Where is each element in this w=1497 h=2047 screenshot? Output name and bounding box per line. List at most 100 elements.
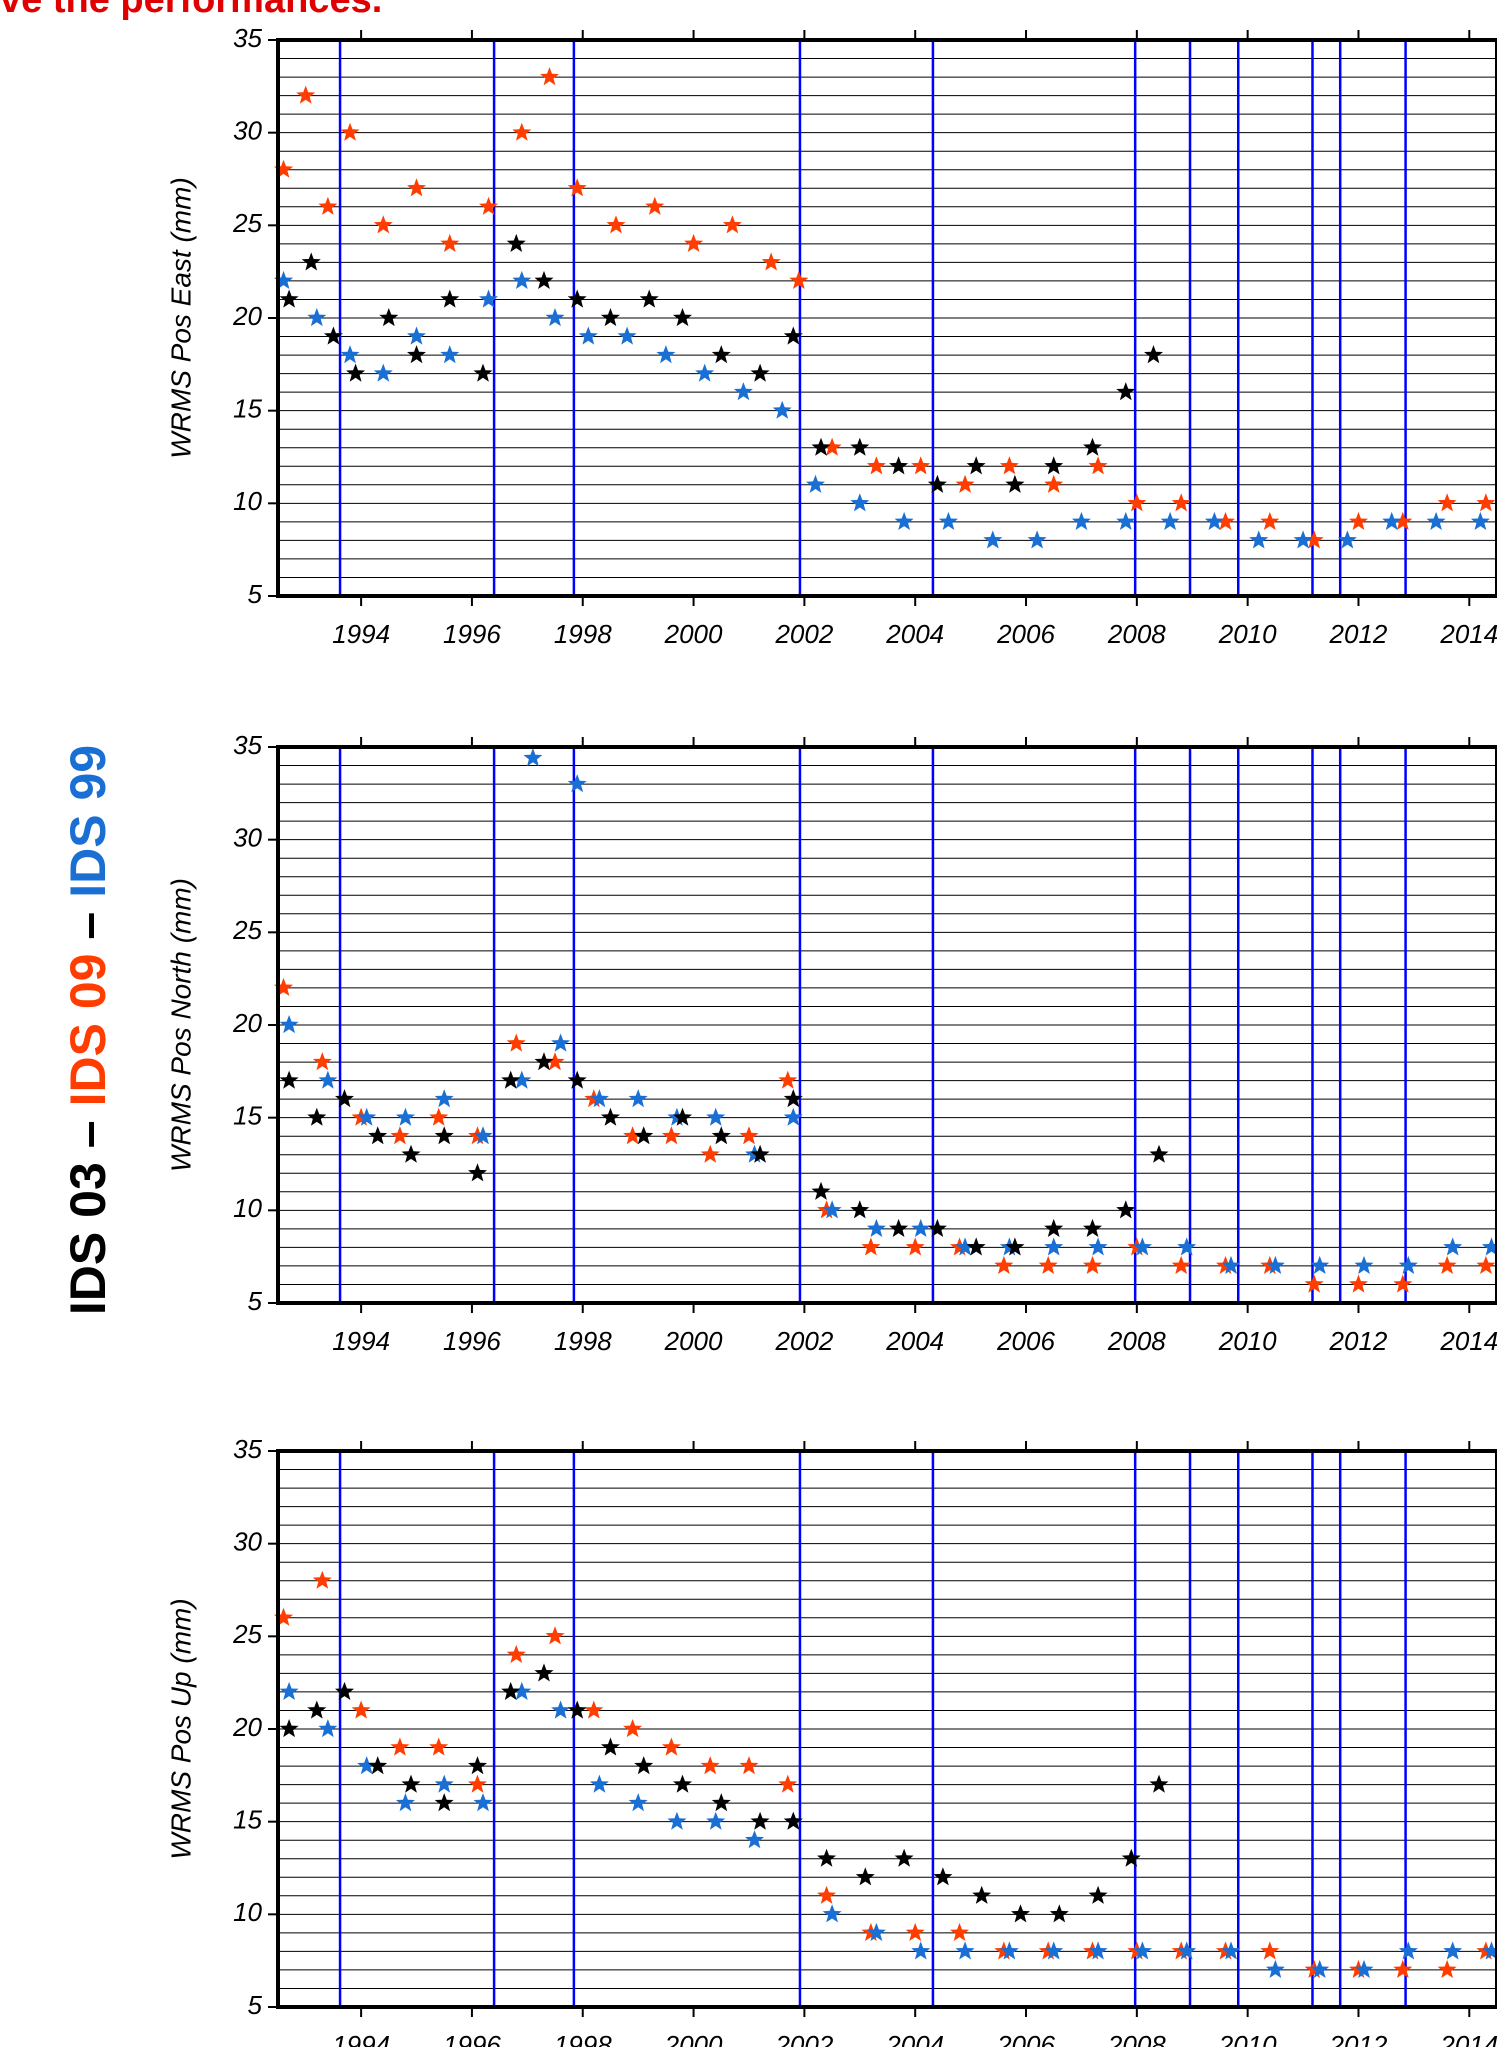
star-point <box>567 1700 587 1719</box>
star-point <box>1038 1255 1058 1274</box>
x-tick-label: 2010 <box>1218 619 1277 649</box>
star-point <box>673 1107 692 1126</box>
star-point <box>994 1255 1014 1274</box>
star-point <box>1149 1144 1169 1163</box>
star-point <box>506 1033 526 1052</box>
star-point <box>312 1570 332 1589</box>
x-tick-label: 1998 <box>554 2030 612 2047</box>
y-tick-label: 15 <box>233 394 262 424</box>
star-point <box>623 1719 643 1738</box>
x-tick-label: 2000 <box>664 1326 723 1356</box>
star-point <box>706 1811 726 1830</box>
star-point <box>407 326 426 345</box>
star-point <box>628 1089 648 1108</box>
star-point <box>927 1218 947 1237</box>
star-point <box>1088 1941 1108 1960</box>
star-point <box>911 1218 931 1237</box>
star-point <box>1011 1904 1030 1923</box>
star-point <box>778 1070 798 1089</box>
star-point <box>1132 1941 1152 1960</box>
star-point <box>911 1941 931 1960</box>
x-tick-label: 1998 <box>554 619 612 649</box>
star-point <box>1476 1255 1496 1274</box>
panel: 5 10 15 20 25 30 35 1994 1996 1998 2000 2002 2004 200… <box>165 730 1497 1356</box>
x-tick-label: 2002 <box>774 1326 833 1356</box>
star-point <box>733 382 753 401</box>
star-point <box>307 1700 327 1719</box>
star-point <box>955 1941 975 1960</box>
star-point <box>1443 1237 1463 1256</box>
y-tick-label: 10 <box>233 1193 262 1223</box>
y-axis-label: WRMS Pos East (mm) <box>165 177 196 459</box>
x-tick-label: 2006 <box>996 1326 1055 1356</box>
x-tick-label: 2000 <box>664 2030 723 2047</box>
star-point <box>645 196 665 215</box>
x-tick-label: 1996 <box>443 2030 501 2047</box>
star-point <box>938 511 958 530</box>
star-point <box>966 1237 986 1256</box>
star-point <box>817 1848 837 1867</box>
star-point <box>955 1237 975 1256</box>
star-point <box>468 1774 487 1793</box>
star-point <box>667 1811 687 1830</box>
star-point <box>822 1904 842 1923</box>
y-tick-label: 15 <box>233 1805 262 1835</box>
y-tick-label: 35 <box>233 23 262 53</box>
star-point <box>434 1126 454 1145</box>
star-point <box>806 474 825 493</box>
star-point <box>1393 511 1413 530</box>
star-point <box>600 308 620 327</box>
star-point <box>357 1756 377 1775</box>
star-point <box>811 1181 831 1200</box>
star-point <box>1044 456 1064 475</box>
star-point <box>1071 511 1091 530</box>
title: ve the performances. <box>0 0 382 21</box>
star-point <box>894 511 914 530</box>
star-point <box>634 1756 654 1775</box>
star-point <box>1171 1255 1191 1274</box>
star-point <box>1083 1218 1102 1237</box>
star-point <box>335 1681 354 1700</box>
y-tick-label: 5 <box>248 1990 263 2020</box>
star-point <box>1310 1255 1330 1274</box>
star-point <box>661 1737 681 1756</box>
star-point <box>1083 1255 1102 1274</box>
y-tick-label: 30 <box>233 116 262 146</box>
x-tick-label: 2008 <box>1107 619 1166 649</box>
star-point <box>534 1052 554 1071</box>
star-point <box>1127 493 1147 512</box>
star-point <box>972 1885 992 1904</box>
star-point <box>1144 345 1163 364</box>
star-point <box>346 363 366 382</box>
star-point <box>1044 1237 1064 1256</box>
y-tick-label: 15 <box>233 1101 262 1131</box>
star-point <box>1204 511 1224 530</box>
star-point <box>279 1681 299 1700</box>
star-point <box>983 530 1003 549</box>
star-point <box>1437 1959 1457 1978</box>
star-point <box>1443 1941 1463 1960</box>
star-point <box>600 1107 620 1126</box>
star-point <box>1088 1885 1108 1904</box>
y-tick-label: 35 <box>233 730 262 760</box>
x-tick-label: 1994 <box>332 2030 390 2047</box>
star-point <box>1398 1255 1418 1274</box>
star-point <box>551 1700 571 1719</box>
star-point <box>783 326 803 345</box>
star-point <box>778 1774 798 1793</box>
star-point <box>545 1052 565 1071</box>
star-point <box>440 345 460 364</box>
star-point <box>323 326 343 345</box>
star-point <box>473 1126 493 1145</box>
star-point <box>373 215 393 234</box>
y-axis-label: WRMS Pos North (mm) <box>165 878 196 1172</box>
x-tick-label: 1996 <box>443 1326 501 1356</box>
star-point <box>1044 1941 1064 1960</box>
y-tick-label: 20 <box>232 1008 262 1038</box>
star-point <box>395 1107 415 1126</box>
star-point <box>866 1922 886 1941</box>
star-point <box>600 1737 620 1756</box>
star-point <box>301 252 321 271</box>
star-point <box>1337 530 1357 549</box>
star-point <box>589 1089 609 1108</box>
